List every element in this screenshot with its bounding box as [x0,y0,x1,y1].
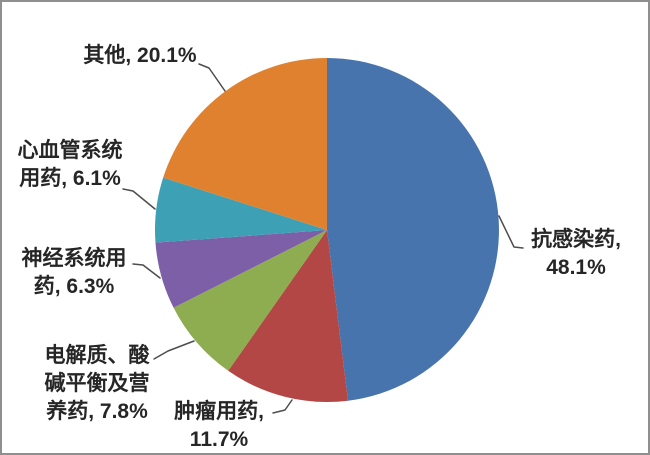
slice-label-text: 药, 6.3% [33,275,115,298]
leader-line-xinxueguan [122,188,156,210]
slice-label-dianjiezhi: 电解质、酸 碱平衡及营 养药, 7.8% [37,342,157,426]
pie-slice-2 [228,230,348,402]
slice-label-xinxueguan: 心血管系统 用药, 6.1% [10,137,130,193]
slice-label-text: 11.7% [189,428,249,451]
pie-slices-group [155,58,499,402]
pie-slice-5 [155,177,327,243]
leader-line-zhongliu [272,399,293,414]
pie-slice-3 [173,230,327,371]
slice-label-text: 48.1% [546,256,606,279]
leader-line-shenjing [132,263,161,279]
slice-label-text: 电解质、酸 [44,344,150,367]
slice-label-text: 肿瘤用药, [174,400,264,423]
slice-label-shenjing: 神经系统用 药, 6.3% [14,245,134,301]
pie-slice-6 [163,58,327,230]
slice-label-zhongliu: 肿瘤用药, 11.7% [159,398,279,453]
pie-slice-4 [155,230,327,308]
slice-label-text: 用药, 6.1% [19,167,121,190]
slice-label-kangganran: 抗感染药, 48.1% [516,226,636,282]
leader-line-kangganran [498,215,524,249]
slice-label-qita: 其他, 20.1% [60,42,220,70]
leader-line-qita [198,63,226,92]
slice-label-text: 神经系统用 [21,247,127,270]
pie-slice-1 [327,58,499,401]
slice-label-text: 心血管系统 [17,139,123,162]
slice-label-text: 其他, 20.1% [83,44,197,67]
slice-label-text: 碱平衡及营 [44,372,150,395]
slice-label-text: 抗感染药, [531,228,621,251]
leader-line-dianjiezhi [153,340,195,360]
slice-label-text: 养药, 7.8% [46,400,148,423]
